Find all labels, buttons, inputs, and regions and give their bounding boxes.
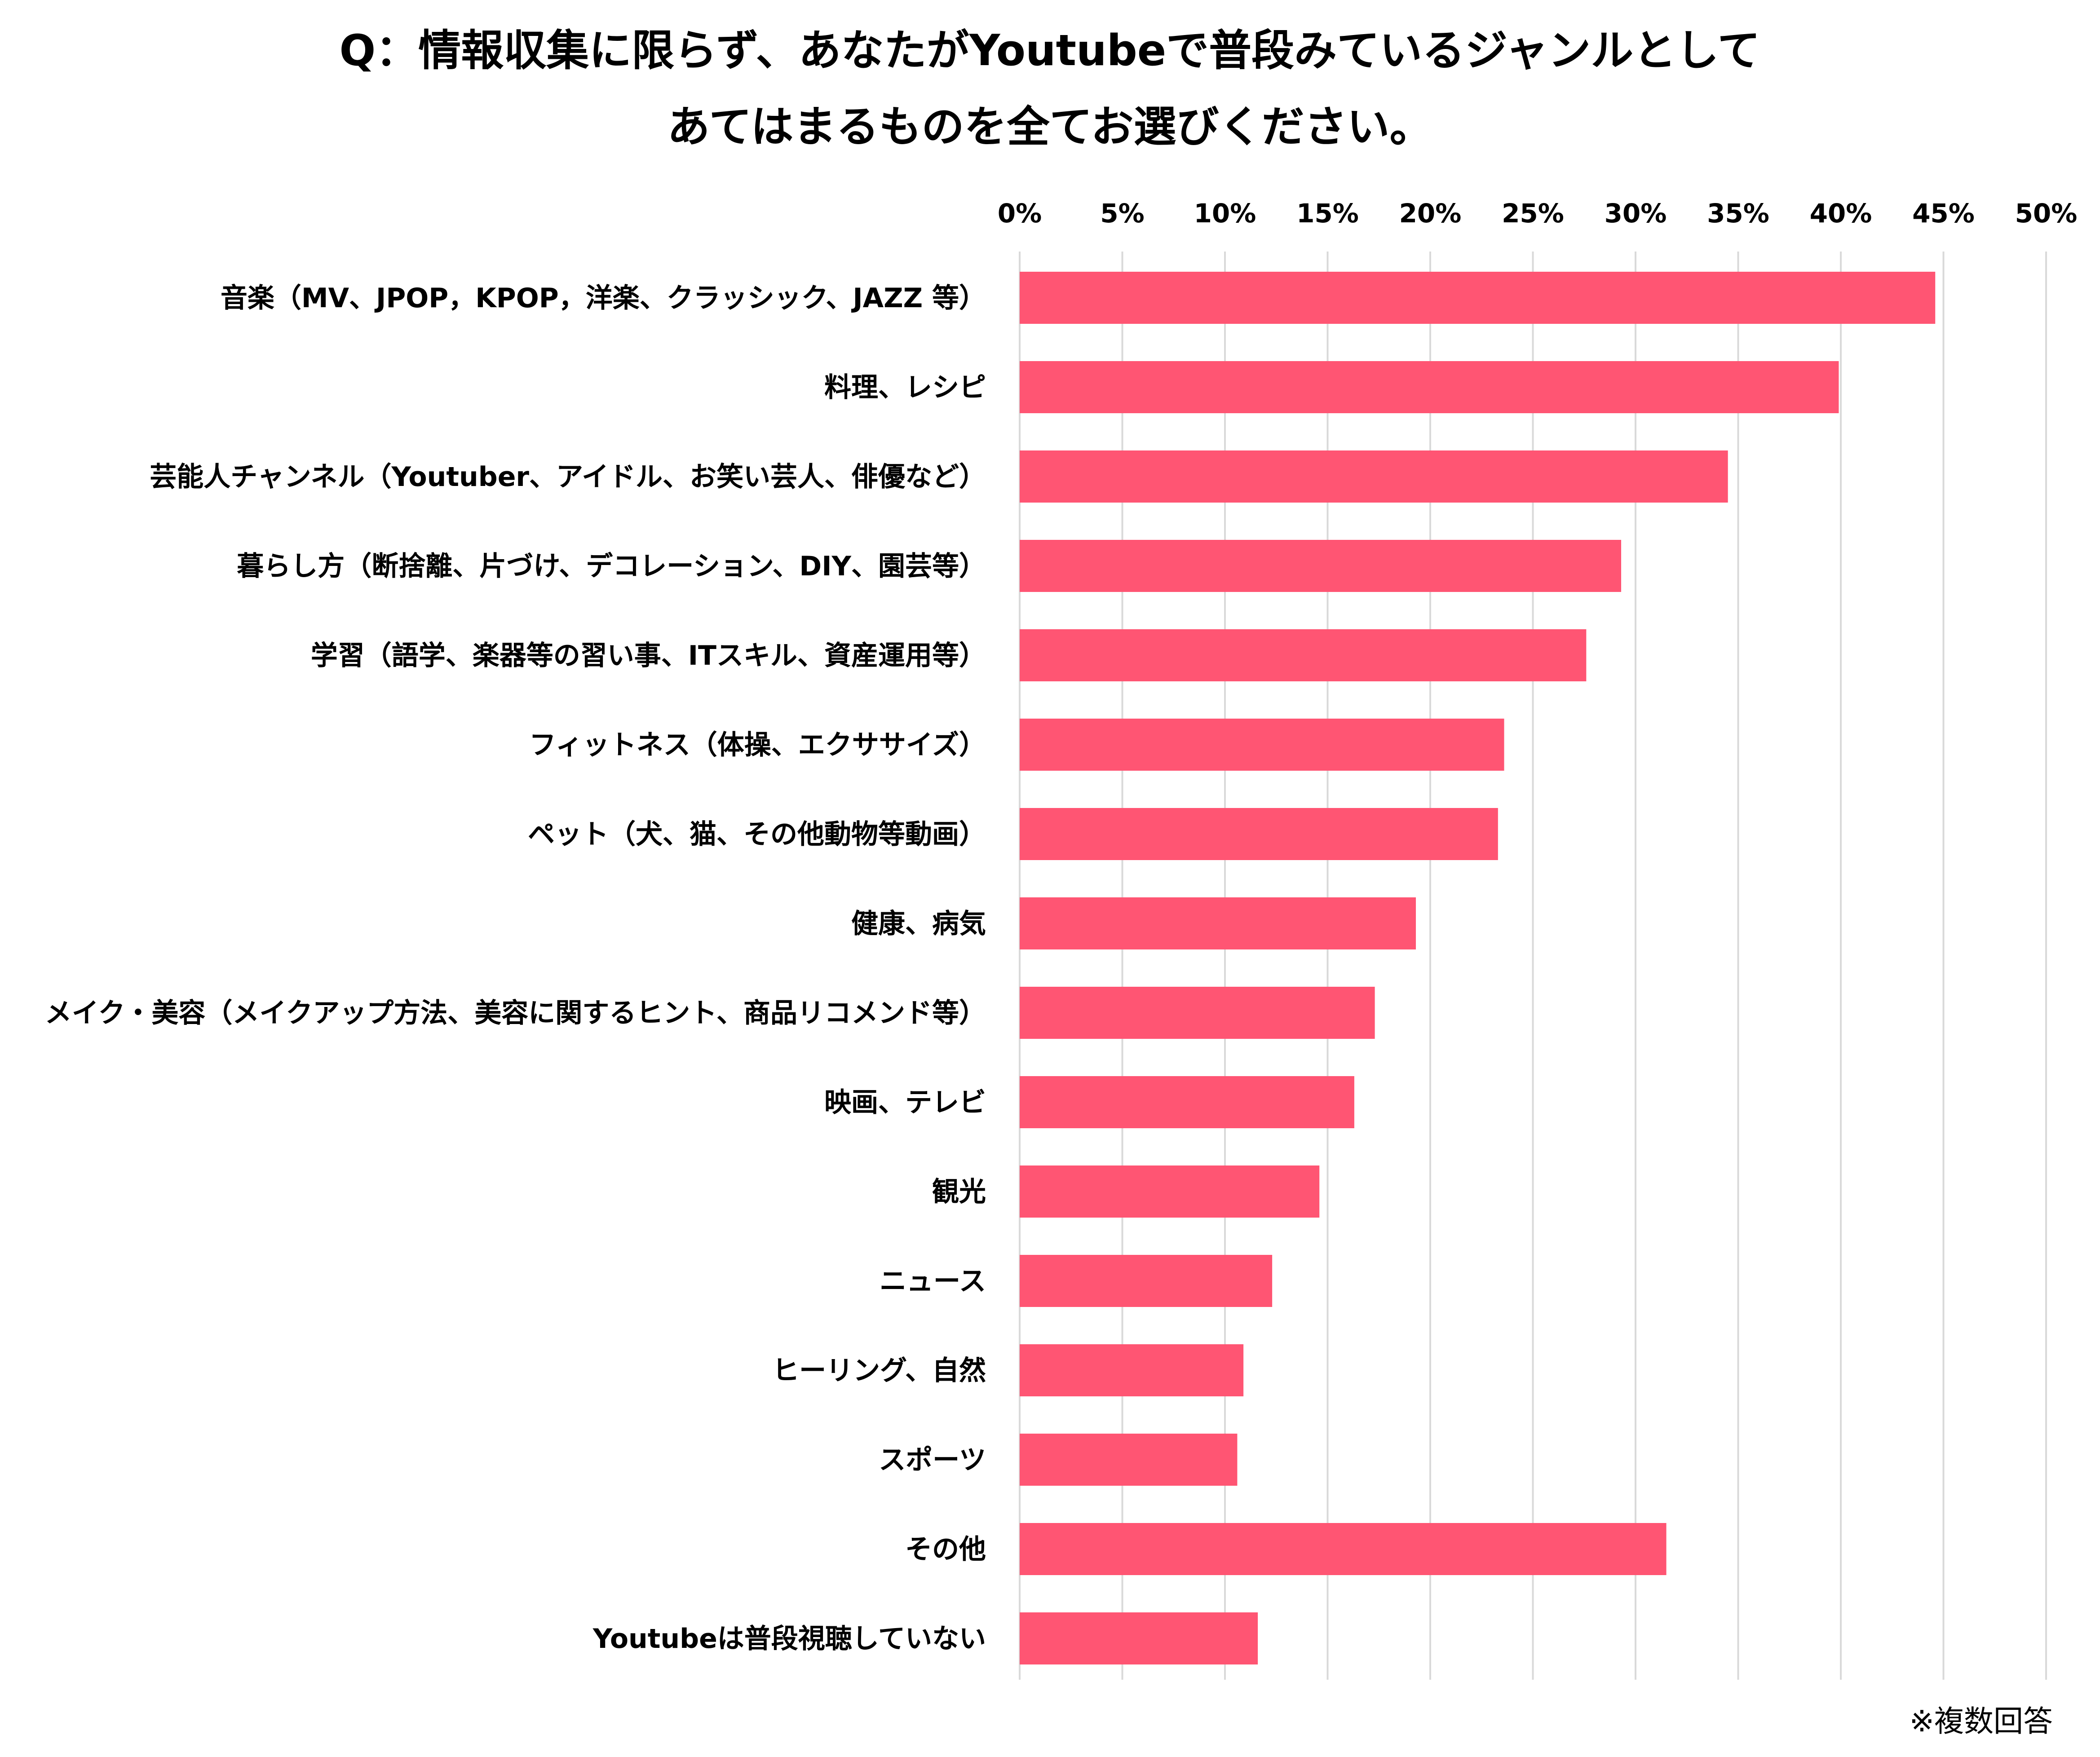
bar-11: [1020, 1165, 1320, 1218]
category-label-15: その他: [905, 1534, 986, 1565]
category-label-4: 暮らし方（断捨離、片づけ、デコレーション、DIY、園芸等）: [237, 551, 986, 582]
bar-8: [1020, 897, 1416, 949]
bar-4: [1020, 540, 1622, 592]
x-tick-label-40: 40%: [1810, 198, 1872, 229]
bar-14: [1020, 1434, 1238, 1486]
chart-title: Q：情報収集に限らず、あなたがYoutubeで普段みているジャンルとして あては…: [339, 26, 1760, 152]
category-label-5: 学習（語学、楽器等の習い事、ITスキル、資産運用等）: [311, 640, 986, 671]
bars: [1020, 272, 1936, 1664]
category-label-12: ニュース: [880, 1266, 986, 1297]
category-label-8: 健康、病気: [851, 908, 986, 940]
category-label-9: メイク・美容（メイクアップ方法、美容に関するヒント、商品リコメンド等）: [45, 998, 986, 1029]
bar-1: [1020, 272, 1936, 324]
x-tick-label-5: 5%: [1100, 198, 1144, 229]
x-tick-label-20: 20%: [1399, 198, 1462, 229]
category-label-11: 観光: [932, 1176, 986, 1208]
bar-10: [1020, 1076, 1354, 1128]
x-tick-label-35: 35%: [1707, 198, 1769, 229]
bar-13: [1020, 1344, 1244, 1396]
bar-5: [1020, 629, 1587, 681]
category-label-3: 芸能人チャンネル（Youtuber、アイドル、お笑い芸人、俳優など）: [150, 461, 986, 493]
x-tick-label-30: 30%: [1605, 198, 1667, 229]
category-label-16: Youtubeは普段視聴していない: [592, 1623, 986, 1655]
bar-12: [1020, 1255, 1273, 1307]
x-axis-tick-labels: 0% 5% 10% 15% 20% 25% 30% 35% 40% 45% 50%: [998, 198, 2078, 229]
category-labels: 音楽（MV、JPOP，KPOP，洋楽、クラッシック、JAZZ 等） 料理、レシピ芸…: [45, 283, 986, 1655]
bar-3: [1020, 450, 1728, 503]
chart-title-line-1: Q：情報収集に限らず、あなたがYoutubeで普段みているジャンルとして: [339, 26, 1760, 75]
category-label-6: フィットネス（体操、エクササイズ）: [529, 729, 986, 761]
category-label-14: スポーツ: [879, 1444, 986, 1476]
bar-6: [1020, 719, 1504, 771]
bar-2: [1020, 361, 1839, 413]
bar-9: [1020, 987, 1375, 1039]
footnote-multiple-answers: ※複数回答: [1910, 1704, 2053, 1739]
category-label-1: 音楽（MV、JPOP，KPOP，洋楽、クラッシック、JAZZ 等）: [221, 283, 986, 314]
bar-15: [1020, 1523, 1667, 1575]
category-label-10: 映画、テレビ: [824, 1087, 986, 1118]
x-tick-label-50: 50%: [2015, 198, 2078, 229]
x-tick-label-25: 25%: [1502, 198, 1564, 229]
bar-16: [1020, 1612, 1258, 1664]
x-tick-label-45: 45%: [1912, 198, 1975, 229]
x-tick-label-0: 0%: [998, 198, 1042, 229]
category-label-13: ヒーリング、自然: [772, 1355, 986, 1386]
category-label-7: ペット（犬、猫、その他動物等動画）: [528, 819, 986, 850]
bar-7: [1020, 808, 1498, 860]
x-tick-label-10: 10%: [1194, 198, 1256, 229]
chart-title-line-2: あてはまるものを全てお選びください。: [667, 102, 1432, 152]
category-label-2: 料理、レシピ: [824, 372, 986, 403]
x-tick-label-15: 15%: [1296, 198, 1359, 229]
